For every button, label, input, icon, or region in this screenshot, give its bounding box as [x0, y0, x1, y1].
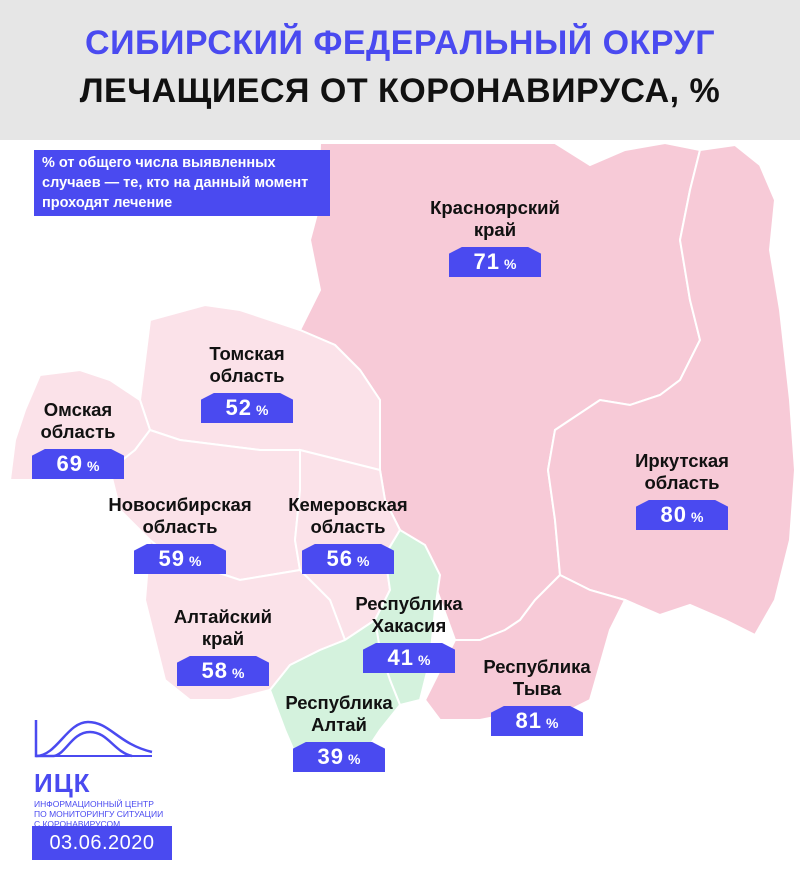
region-label-tomsk: Томская область 52% [172, 343, 322, 423]
header [0, 0, 800, 140]
value-number: 41 [387, 645, 415, 670]
region-label-krasnoyarsk: Красноярский край 71% [420, 197, 570, 277]
region-name-line: Омская [43, 399, 113, 420]
region-label-altai-krai: Алтайский край 58% [148, 606, 298, 686]
region-name-line: Красноярский [430, 197, 560, 218]
region-name-line: область [209, 365, 285, 386]
region-label-irkutsk: Иркутская область 80% [607, 450, 757, 530]
region-name-line: область [40, 421, 116, 442]
logo-subtitle-line: ИНФОРМАЦИОННЫЙ ЦЕНТР [34, 799, 154, 809]
region-name-line: область [310, 516, 386, 537]
region-name-line: край [201, 628, 245, 649]
value-badge: 59% [134, 544, 226, 574]
region-label-novosibirsk: Новосибирская область 59% [100, 494, 260, 574]
region-name-line: область [142, 516, 218, 537]
value-number: 52 [225, 395, 253, 420]
value-percent-sign: % [546, 715, 559, 731]
region-name-line: Алтай [311, 714, 367, 735]
value-number: 56 [326, 546, 354, 571]
region-name-line: Республика [483, 656, 591, 677]
value-number: 58 [201, 658, 229, 683]
logo-subtitle: ИНФОРМАЦИОННЫЙ ЦЕНТР ПО МОНИТОРИНГУ СИТУ… [34, 799, 234, 829]
region-name-line: Республика [355, 593, 463, 614]
region-label-kemerovo: Кемеровская область 56% [273, 494, 423, 574]
value-badge: 80% [636, 500, 728, 530]
value-number: 71 [473, 249, 501, 274]
value-number: 39 [317, 744, 345, 769]
logo-wave-icon [34, 720, 153, 758]
value-percent-sign: % [348, 751, 361, 767]
value-number: 80 [660, 502, 688, 527]
value-badge: 71% [449, 247, 541, 277]
region-name-line: Тыва [512, 678, 562, 699]
region-name-line: область [644, 472, 720, 493]
map-title: СИБИРСКИЙ ФЕДЕРАЛЬНЫЙ ОКРУГ [85, 24, 715, 62]
region-name-line: Новосибирская [108, 494, 252, 515]
value-badge: 39% [293, 742, 385, 772]
logo-subtitle-line: ПО МОНИТОРИНГУ СИТУАЦИИ [34, 809, 164, 819]
region-name-line: Алтайский [173, 606, 273, 627]
value-badge: 41% [363, 643, 455, 673]
value-badge: 81% [491, 706, 583, 736]
value-percent-sign: % [418, 652, 431, 668]
region-label-omsk: Омская область 69% [8, 399, 148, 479]
value-badge: 69% [32, 449, 124, 479]
legend-note: % от общего числа выявленных случаев — т… [34, 150, 330, 216]
date-badge: 03.06.2020 [32, 826, 172, 860]
region-name-line: Республика [285, 692, 393, 713]
value-percent-sign: % [87, 458, 100, 474]
value-badge: 58% [177, 656, 269, 686]
value-badge: 56% [302, 544, 394, 574]
value-percent-sign: % [189, 553, 202, 569]
value-percent-sign: % [691, 509, 704, 525]
region-name-line: край [473, 219, 517, 240]
logo-name: ИЦК [34, 768, 91, 798]
region-name-line: Иркутская [635, 450, 729, 471]
value-badge: 52% [201, 393, 293, 423]
region-label-altai-rep: Республика Алтай 39% [264, 692, 414, 772]
value-number: 69 [56, 451, 84, 476]
region-name-line: Хакасия [371, 615, 447, 636]
value-percent-sign: % [504, 256, 517, 272]
region-name-line: Кемеровская [288, 494, 408, 515]
map-subtitle: ЛЕЧАЩИЕСЯ ОТ КОРОНАВИРУСА, % [79, 72, 721, 110]
region-label-tyva: Республика Тыва 81% [462, 656, 612, 736]
value-number: 59 [158, 546, 186, 571]
logo-subtitle-line: С КОРОНАВИРУСОМ [34, 819, 121, 829]
value-percent-sign: % [256, 402, 269, 418]
region-shape-tyva [423, 573, 627, 721]
region-label-khakassia: Республика Хакасия 41% [334, 593, 484, 673]
value-number: 81 [515, 708, 543, 733]
region-name-line: Томская [209, 343, 285, 364]
value-percent-sign: % [232, 665, 245, 681]
value-percent-sign: % [357, 553, 370, 569]
